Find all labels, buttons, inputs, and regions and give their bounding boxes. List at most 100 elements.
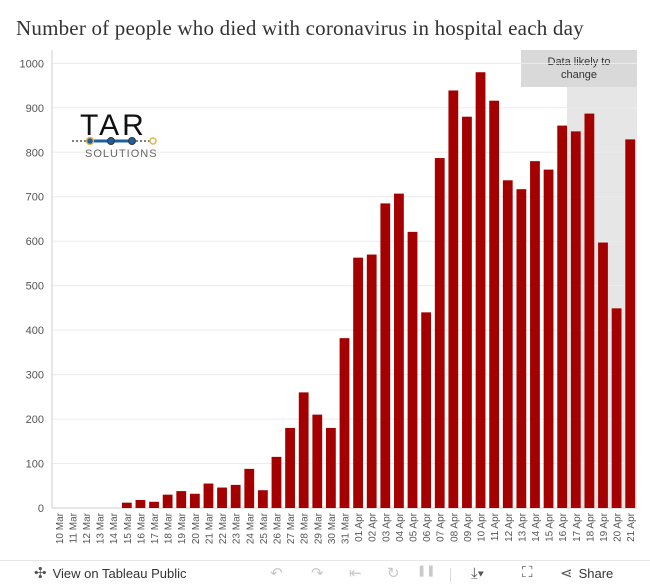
logo-text: TAR	[80, 109, 147, 142]
bar	[530, 161, 540, 509]
logo-node-4	[149, 137, 157, 145]
shaded-region-label-line-2: change	[561, 69, 597, 81]
x-tick-label: 17 Mar	[150, 512, 161, 544]
bar	[339, 338, 350, 508]
x-tick-label: 27 Mar	[286, 512, 297, 544]
x-tick-label: 10 Mar	[55, 512, 66, 544]
toolbar-separator	[450, 568, 451, 582]
y-tick-label: 200	[26, 414, 44, 426]
y-tick-label: 400	[26, 325, 44, 337]
x-tick-label: 15 Apr	[545, 512, 556, 542]
bar	[149, 501, 159, 508]
x-tick-label: 25 Mar	[259, 512, 270, 544]
x-tick-label: 09 Apr	[463, 512, 474, 542]
bar	[611, 308, 622, 508]
bar	[176, 491, 187, 508]
shaded-region-label-box	[521, 50, 637, 87]
bar	[584, 113, 595, 508]
bar	[516, 189, 527, 508]
bar	[366, 254, 377, 508]
y-tick-label: 0	[38, 503, 44, 515]
bar	[353, 257, 364, 508]
x-tick-label: 08 Apr	[449, 512, 460, 542]
x-tick-label: 06 Apr	[422, 512, 433, 542]
revert-icon[interactable]: ⇤	[349, 565, 362, 582]
bar	[271, 456, 282, 508]
x-tick-label: 03 Apr	[381, 512, 392, 542]
x-tick-label: 15 Mar	[123, 512, 134, 544]
refresh-icon[interactable]: ↻	[387, 565, 400, 582]
y-tick-label: 800	[26, 147, 44, 159]
tar-solutions-logo: TAR SOLUTIONS	[72, 109, 158, 160]
bar	[162, 494, 173, 508]
x-tick-label: 04 Apr	[395, 512, 406, 542]
bar	[135, 499, 146, 508]
x-tick-label: 13 Mar	[96, 512, 107, 544]
bar	[203, 483, 214, 508]
logo-node-3	[128, 137, 136, 145]
x-tick-label: 30 Mar	[327, 512, 338, 544]
bar	[543, 169, 554, 508]
x-tick-label: 07 Apr	[436, 512, 447, 542]
share-icon: ⋖	[560, 565, 573, 582]
x-tick-label: 23 Mar	[232, 512, 243, 544]
y-tick-label: 700	[26, 192, 44, 204]
shaded-region-label-line-1: Data likely to	[548, 56, 611, 68]
x-tick-label: 16 Apr	[558, 512, 569, 542]
bar	[625, 139, 636, 508]
share-label: Share	[578, 566, 614, 581]
x-tick-label: 19 Mar	[177, 512, 188, 544]
redo-icon[interactable]: ↷	[311, 565, 324, 582]
x-tick-label: 14 Mar	[109, 512, 120, 544]
y-tick-label: 300	[26, 370, 44, 382]
x-tick-label: 21 Mar	[204, 512, 215, 544]
bar	[380, 203, 391, 508]
download-icon[interactable]: ⤓▾	[471, 565, 484, 582]
undo-icon[interactable]: ↶	[270, 565, 283, 582]
bar	[448, 90, 459, 508]
tableau-icon: ✣	[34, 565, 47, 582]
bar	[421, 312, 432, 508]
bar	[475, 72, 486, 509]
bar	[244, 468, 255, 508]
x-tick-label: 26 Mar	[272, 512, 283, 544]
x-tick-label: 17 Apr	[572, 512, 583, 542]
bar	[407, 231, 418, 508]
bar	[285, 427, 295, 508]
fullscreen-icon[interactable]: ⛶	[522, 564, 533, 581]
share-button[interactable]: ⋖ Share	[560, 566, 613, 581]
logo-node-1	[85, 136, 95, 146]
x-tick-label: 28 Mar	[300, 512, 311, 544]
x-tick-label: 18 Apr	[585, 512, 596, 542]
logo-subtext: SOLUTIONS	[85, 148, 158, 160]
bar	[502, 180, 513, 508]
y-tick-label: 100	[26, 459, 44, 471]
view-on-tableau-button[interactable]: ✣ View on Tableau Public	[34, 566, 187, 581]
x-tick-label: 14 Apr	[531, 512, 542, 542]
x-tick-label: 21 Apr	[626, 512, 637, 542]
pause-icon[interactable]: ❚❚	[417, 565, 436, 577]
bar	[570, 131, 581, 509]
bar	[230, 484, 241, 508]
bar	[217, 487, 227, 508]
bar	[298, 392, 309, 508]
bar	[121, 502, 132, 508]
tableau-toolbar: ✣ View on Tableau Public ↶ ↷ ⇤ ↻ ❚❚ ⤓▾ ⛶…	[0, 560, 650, 588]
logo-node-2	[107, 137, 115, 145]
y-tick-label: 900	[26, 103, 44, 115]
x-tick-label: 16 Mar	[136, 512, 147, 544]
bar	[557, 125, 568, 509]
x-tick-label: 29 Mar	[313, 512, 324, 544]
chart-title: Number of people who died with coronavir…	[16, 16, 584, 40]
bar	[434, 158, 445, 508]
x-tick-label: 20 Mar	[191, 512, 202, 544]
bar	[189, 493, 200, 508]
bar	[462, 116, 472, 508]
x-tick-label: 18 Mar	[164, 512, 175, 544]
x-tick-label: 20 Apr	[613, 512, 624, 542]
view-on-tableau-label: View on Tableau Public	[52, 566, 187, 581]
x-tick-label: 10 Apr	[477, 512, 488, 542]
x-tick-label: 11 Apr	[490, 512, 501, 541]
x-tick-label: 01 Apr	[354, 512, 365, 542]
